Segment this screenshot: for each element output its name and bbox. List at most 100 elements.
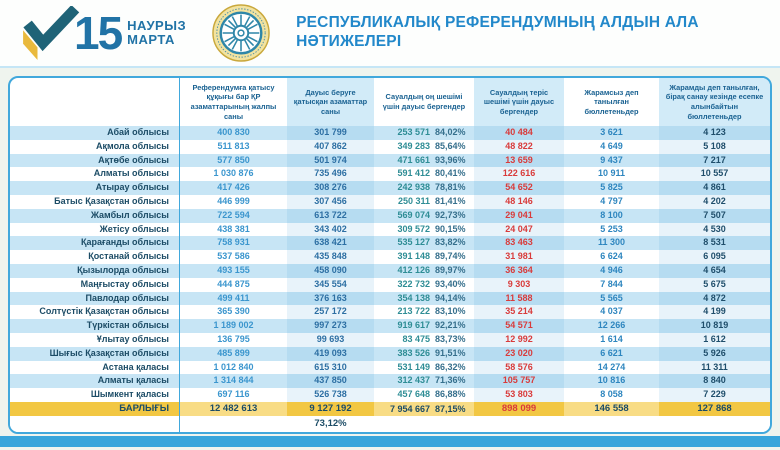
yes-count: 309 572 (397, 223, 430, 234)
yes-cell: 531 149 86,32% (374, 361, 474, 375)
no-count: 23 020 (474, 346, 564, 361)
yes-count: 457 648 (397, 389, 430, 400)
participated-count: 345 554 (287, 277, 374, 292)
logo-number: 15 (74, 7, 123, 59)
yes-percent: 83,10% (435, 306, 466, 317)
col-header-invalid: Жарамсыз деп танылған бюллетеньдер (584, 87, 639, 116)
col-header-participated: Дауыс беруге қатысқан азаматтар саны (287, 78, 374, 126)
invalid-count: 4 037 (600, 306, 623, 317)
results-table: Референдумға қатысу құқығы бар ҚР азамат… (8, 76, 772, 435)
participated-count: 638 421 (287, 236, 374, 251)
eligible-count: 438 381 (217, 223, 250, 234)
col-header-eligible: Референдумға қатысу құқығы бар ҚР азамат… (190, 82, 277, 121)
participated-count: 458 090 (287, 263, 374, 278)
table-row: Алматы қаласы 1 314 844 437 850 312 437 7… (10, 374, 770, 389)
page-title: РЕСПУБЛИКАЛЫҚ РЕФЕРЕНДУМНЫҢ АЛДЫН АЛА НӘ… (296, 14, 699, 50)
table-row: Шымкент қаласы 697 116 526 738 457 648 86… (10, 388, 770, 402)
march-15-logo: 15 НАУРЫЗ МАРТА (22, 6, 186, 60)
participated-count: 99 693 (287, 332, 374, 347)
table-row: Ұлытау облысы 136 795 99 693 83 475 83,73… (10, 332, 770, 347)
yes-cell: 83 475 83,73% (374, 333, 474, 347)
no-count: 58 576 (474, 360, 564, 375)
yes-percent: 71,36% (435, 375, 466, 386)
eligible-count: 136 795 (217, 333, 250, 344)
invalid-count: 10 911 (597, 168, 626, 179)
yes-count: 83 475 (402, 333, 430, 344)
invalid-count: 12 266 (597, 320, 626, 331)
yes-percent: 90,15% (435, 223, 466, 234)
eligible-count: 444 875 (217, 278, 250, 289)
participated-count: 613 722 (287, 208, 374, 223)
table-row: Шығыс Қазақстан облысы 485 899 419 093 3… (10, 346, 770, 361)
totals-eligible: 12 482 613 (180, 401, 287, 417)
table-row: Астана қаласы 1 012 840 615 310 531 149 8… (10, 360, 770, 375)
totals-uncounted: 127 868 (697, 402, 732, 414)
uncounted-count: 4 199 (659, 305, 770, 320)
totals-row: БАРЛЫҒЫ 12 482 613 9 127 192 7 954 667 87… (10, 401, 770, 417)
yes-count: 383 526 (397, 347, 430, 358)
table-row: Қостанай облысы 537 586 435 848 391 148 8… (10, 250, 770, 264)
uncounted-count: 6 095 (659, 250, 770, 264)
yes-count: 919 617 (397, 320, 430, 331)
participated-count: 419 093 (287, 346, 374, 361)
participated-count: 435 848 (287, 250, 374, 264)
eligible-count: 1 030 876 (213, 168, 254, 179)
eligible-count: 722 594 (217, 209, 250, 220)
table-row: Түркістан облысы 1 189 002 997 273 919 6… (10, 319, 770, 333)
eligible-count: 446 999 (217, 195, 250, 206)
turnout-percent: 73,12% (314, 418, 347, 430)
uncounted-count: 7 507 (659, 208, 770, 223)
no-count: 54 571 (474, 319, 564, 333)
header-corner-cell (10, 78, 180, 126)
table-row: Жамбыл облысы 722 594 613 722 569 074 92,… (10, 208, 770, 223)
no-count: 53 803 (474, 388, 564, 402)
eligible-count: 1 314 844 (213, 375, 254, 386)
eligible-count: 511 813 (217, 140, 250, 151)
uncounted-count: 4 872 (659, 291, 770, 306)
yes-percent: 85,64% (435, 140, 466, 151)
invalid-count: 5 253 (600, 223, 623, 234)
yes-count: 412 126 (397, 264, 430, 275)
region-name: Шығыс Қазақстан облысы (10, 346, 180, 361)
yes-percent: 80,41% (435, 168, 466, 179)
region-name: Батыс Қазақстан облысы (10, 194, 180, 209)
yes-cell: 349 283 85,64% (374, 140, 474, 154)
col-header-no: Сауалдың теріс шешімі үшін дауыс бергенд… (474, 78, 564, 126)
yes-percent: 94,14% (435, 292, 466, 303)
no-count: 83 463 (474, 236, 564, 251)
yes-cell: 253 571 84,02% (374, 126, 474, 140)
table-row: Қызылорда облысы 493 155 458 090 412 126… (10, 263, 770, 278)
yes-count: 312 437 (397, 375, 430, 386)
region-name: Ақмола облысы (10, 139, 180, 154)
no-count: 24 047 (474, 222, 564, 237)
yes-cell: 312 437 71,36% (374, 374, 474, 388)
region-name: Маңғыстау облысы (10, 277, 180, 292)
col-header-yes: Сауалдың оң шешімі үшін дауыс бергендер (382, 92, 466, 111)
uncounted-count: 5 675 (659, 277, 770, 292)
yes-percent: 93,96% (435, 154, 466, 165)
participated-count: 257 172 (287, 305, 374, 320)
region-name: Жамбыл облысы (10, 208, 180, 223)
participated-count: 615 310 (287, 360, 374, 375)
yes-cell: 322 732 93,40% (374, 278, 474, 292)
totals-label: БАРЛЫҒЫ (10, 401, 180, 417)
yes-percent: 83,73% (435, 333, 466, 344)
table-row: Маңғыстау облысы 444 875 345 554 322 732… (10, 277, 770, 292)
participated-count: 407 862 (287, 139, 374, 154)
invalid-count: 4 946 (600, 264, 623, 275)
yes-cell: 591 412 80,41% (374, 167, 474, 181)
yes-percent: 86,32% (435, 361, 466, 372)
uncounted-count: 4 654 (659, 263, 770, 278)
uncounted-count: 7 229 (659, 388, 770, 402)
participated-count: 307 456 (287, 194, 374, 209)
yes-cell: 457 648 86,88% (374, 388, 474, 402)
uncounted-count: 4 202 (659, 194, 770, 209)
region-name: Қарағанды облысы (10, 236, 180, 251)
uncounted-count: 4 123 (659, 126, 770, 140)
region-name: Павлодар облысы (10, 291, 180, 306)
invalid-count: 4 797 (600, 195, 623, 206)
uncounted-count: 1 612 (659, 332, 770, 347)
yes-percent: 89,97% (435, 264, 466, 275)
invalid-count: 10 816 (597, 375, 626, 386)
region-name: Солтүстік Қазақстан облысы (10, 305, 180, 320)
